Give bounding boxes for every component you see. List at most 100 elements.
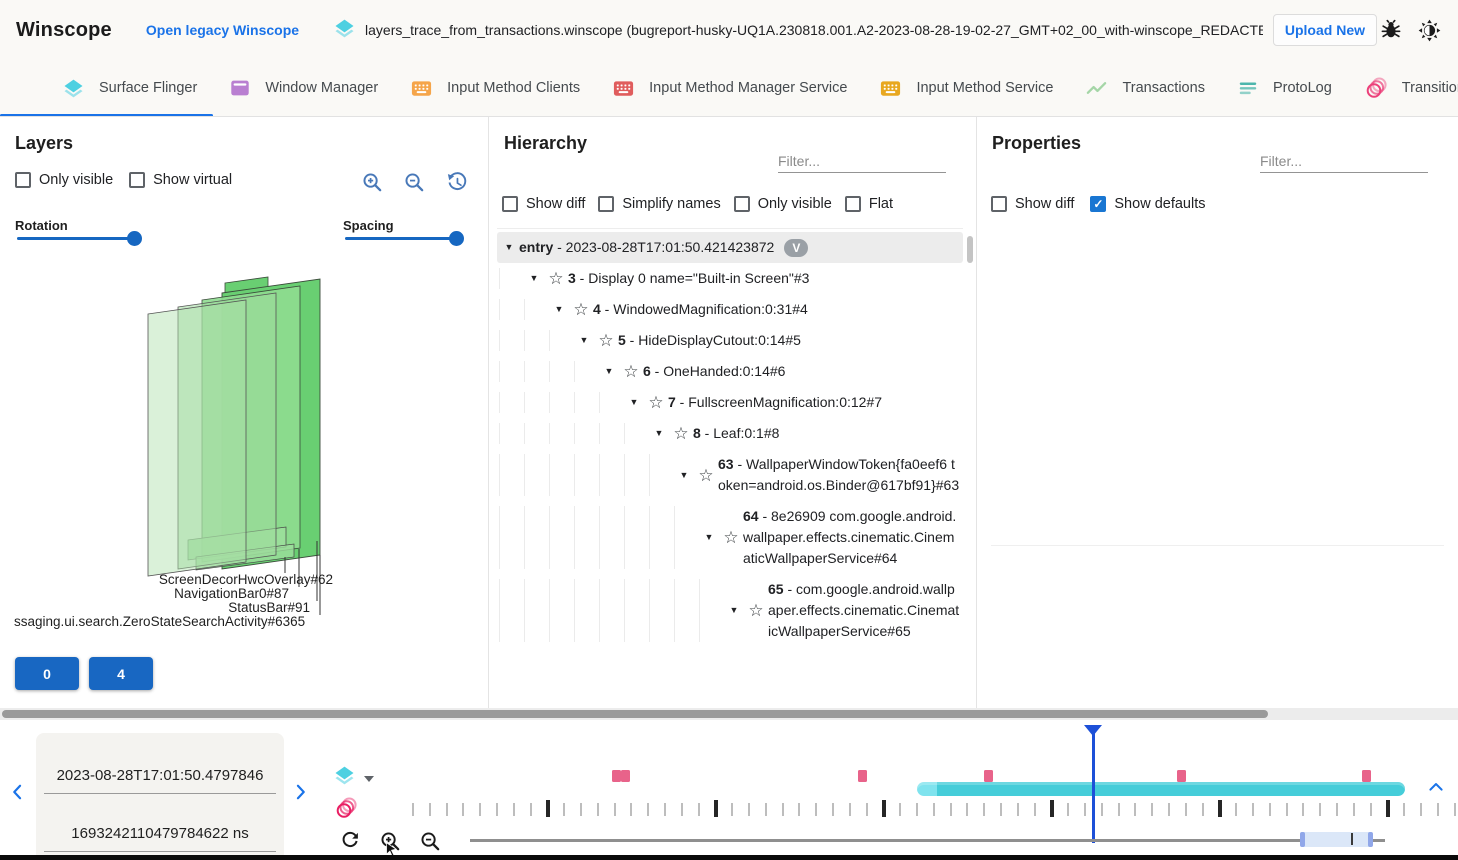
expander-icon[interactable]: ▼ <box>504 242 514 252</box>
horizontal-scrollbar-thumb[interactable] <box>2 710 1268 718</box>
tree-row[interactable]: ▼ ☆ 6 - OneHanded:0:14#6 <box>497 356 963 387</box>
hierarchy-filter-input[interactable] <box>778 150 946 173</box>
layer-rects-view[interactable] <box>0 247 488 627</box>
minimap-left-handle[interactable] <box>1300 832 1305 847</box>
next-entry-button[interactable] <box>289 780 311 804</box>
tree-row[interactable]: ▼ ☆ 5 - HideDisplayCutout:0:14#5 <box>497 325 963 356</box>
tab-transactions[interactable]: Transactions <box>1069 60 1220 116</box>
tab-transitions[interactable]: Transitions <box>1348 60 1458 116</box>
checkbox-simplify-names[interactable]: Simplify names <box>598 196 721 212</box>
trace-file: layers_trace_from_transactions.winscope … <box>333 17 1263 43</box>
timeline-cursor-handle[interactable] <box>1084 725 1102 736</box>
tab-label: Input Method Clients <box>447 80 581 96</box>
star-icon[interactable]: ☆ <box>548 269 564 288</box>
star-icon[interactable]: ☆ <box>573 300 589 319</box>
transition-marker[interactable] <box>1362 770 1371 782</box>
tab-input-method-manager-service[interactable]: Input Method Manager Service <box>596 60 863 116</box>
trace-selector-caret-icon[interactable] <box>364 776 374 787</box>
reset-view-icon[interactable] <box>445 171 468 194</box>
tree-row[interactable]: ▼ ☆ 8 - Leaf:0:1#8 <box>497 418 963 449</box>
star-icon[interactable]: ☆ <box>748 601 764 620</box>
upload-new-button[interactable]: Upload New <box>1272 14 1377 46</box>
tab-window-manager[interactable]: Window Manager <box>213 60 394 116</box>
bug-report-button[interactable] <box>1379 18 1403 42</box>
collapse-timeline-icon[interactable] <box>1424 778 1448 796</box>
ruler-tick <box>580 803 582 816</box>
ruler-tick <box>697 803 700 816</box>
rotation-slider[interactable] <box>17 231 142 246</box>
ruler-tick <box>529 803 532 816</box>
timeline-cursor[interactable] <box>1092 728 1095 843</box>
rotation-slider-thumb[interactable] <box>127 231 142 246</box>
timeline-zoom-in-icon[interactable] <box>379 830 402 853</box>
sf-trace-bar[interactable] <box>917 782 1405 796</box>
tree-row[interactable]: ▼ ☆ 3 - Display 0 name="Built-in Screen"#3 <box>497 263 963 294</box>
surfaceflinger-trace-icon[interactable] <box>333 764 356 787</box>
expander-icon[interactable]: ▼ <box>529 273 539 283</box>
timeline-zoom-out-icon[interactable] <box>419 830 442 853</box>
checkbox-only-visible[interactable]: Only visible <box>15 172 113 188</box>
tree-row[interactable]: ▼ ☆ 64 - 8e26909 com.google.android.wallpa… <box>497 501 963 574</box>
display-button-0[interactable]: 0 <box>15 657 79 690</box>
minimap-selection[interactable] <box>1300 832 1373 847</box>
tree-row[interactable]: ▼ ☆ 7 - FullscreenMagnification:0:12#7 <box>497 387 963 418</box>
star-icon[interactable]: ☆ <box>698 465 714 485</box>
checkbox-show-defaults[interactable]: ✓ Show defaults <box>1090 196 1205 212</box>
display-button-4[interactable]: 4 <box>89 657 153 690</box>
protolog-icon <box>1237 77 1259 99</box>
zoom-out-icon[interactable] <box>403 171 426 194</box>
tree-row[interactable]: ▼ ☆ 63 - WallpaperWindowToken{fa0eef6 toke… <box>497 449 963 501</box>
checkbox-show-diff[interactable]: Show diff <box>991 196 1074 212</box>
indent-guide <box>574 423 599 444</box>
tree-row[interactable]: ▼ ☆ 4 - WindowedMagnification:0:31#4 <box>497 294 963 325</box>
spacing-slider-thumb[interactable] <box>449 231 464 246</box>
expander-icon[interactable]: ▼ <box>729 605 739 615</box>
tree-row[interactable]: ▼ ☆ 65 - com.google.android.wallpaper.effe… <box>497 574 963 647</box>
minimap-right-handle[interactable] <box>1368 832 1373 847</box>
expander-icon[interactable]: ▼ <box>704 532 714 542</box>
dark-mode-toggle[interactable] <box>1417 18 1442 43</box>
horizontal-scrollbar-track[interactable] <box>0 708 1458 720</box>
tab-input-method-clients[interactable]: Input Method Clients <box>394 60 596 116</box>
expander-icon[interactable]: ▼ <box>604 366 614 376</box>
previous-entry-button[interactable] <box>7 780 29 804</box>
expander-icon[interactable]: ▼ <box>679 469 689 480</box>
refresh-icon[interactable] <box>339 830 361 852</box>
transition-marker[interactable] <box>984 770 993 782</box>
ruler-tick <box>462 803 465 816</box>
star-icon[interactable]: ☆ <box>598 331 614 350</box>
checkbox-box <box>15 172 31 188</box>
checkbox-show-virtual[interactable]: Show virtual <box>129 172 232 188</box>
hierarchy-scrollbar[interactable] <box>967 236 973 263</box>
transition-marker[interactable] <box>1177 770 1186 782</box>
star-icon[interactable]: ☆ <box>673 424 689 443</box>
checkbox-only-visible[interactable]: Only visible <box>733 196 832 212</box>
zoom-in-icon[interactable] <box>361 171 384 194</box>
main-content: Layers Only visible Show virtual Rotation… <box>0 117 1458 708</box>
expander-icon[interactable]: ▼ <box>629 397 639 407</box>
star-icon[interactable]: ☆ <box>723 528 739 547</box>
ns-timestamp-field[interactable]: 1693242110479784622 ns <box>44 817 276 852</box>
ruler-tick <box>1420 803 1422 816</box>
expander-icon[interactable]: ▼ <box>654 428 664 438</box>
expander-icon[interactable]: ▼ <box>579 335 589 345</box>
open-legacy-link[interactable]: Open legacy Winscope <box>145 22 300 38</box>
human-timestamp-field[interactable]: 2023-08-28T17:01:50.4797846 <box>44 759 276 794</box>
transition-marker[interactable] <box>612 770 621 782</box>
checkbox-show-diff[interactable]: Show diff <box>502 196 585 212</box>
transition-marker[interactable] <box>858 770 867 782</box>
properties-filter-input[interactable] <box>1260 150 1428 173</box>
tree-row[interactable]: ▼ entry - 2023-08-28T17:01:50.421423872 V <box>497 232 963 263</box>
transitions-trace-icon[interactable] <box>334 796 358 820</box>
checkbox-flat[interactable]: Flat <box>844 196 893 212</box>
tab-surface-flinger[interactable]: Surface Flinger <box>0 60 214 116</box>
transition-marker[interactable] <box>621 770 630 782</box>
tab-protolog[interactable]: ProtoLog <box>1221 60 1348 116</box>
star-icon[interactable]: ☆ <box>648 393 664 412</box>
tab-input-method-service[interactable]: Input Method Service <box>863 60 1069 116</box>
minimap-track[interactable] <box>470 839 1385 842</box>
star-icon[interactable]: ☆ <box>623 362 639 381</box>
spacing-slider[interactable] <box>345 231 464 246</box>
keyboard-icon <box>410 77 433 100</box>
expander-icon[interactable]: ▼ <box>554 304 564 314</box>
